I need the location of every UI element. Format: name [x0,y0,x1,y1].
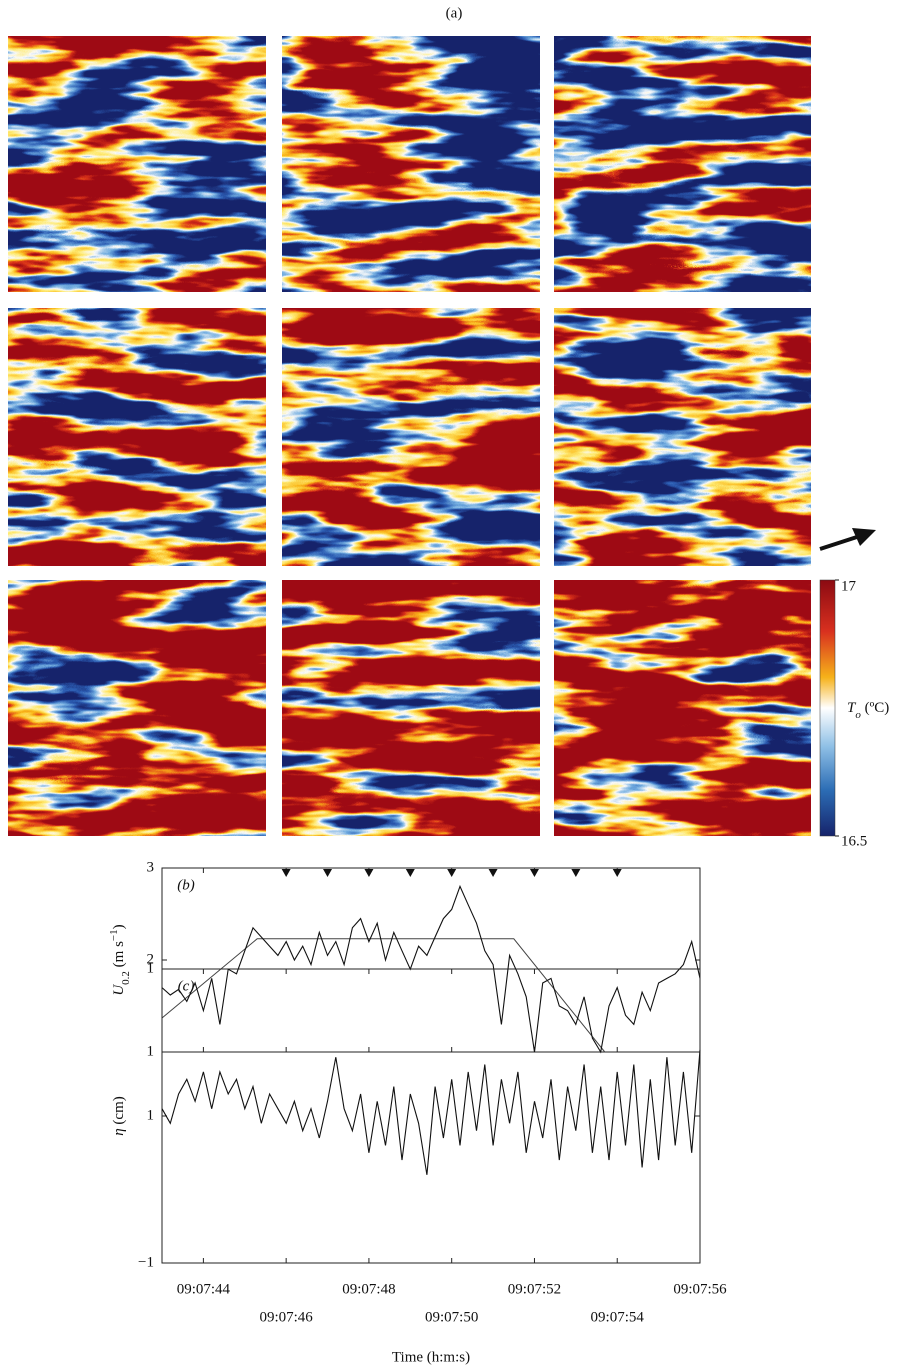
label-part: (cm) [111,1096,127,1128]
label-part: o [855,709,861,721]
x-tick-label: 09:07:54 [591,1309,645,1325]
data-line [161,884,701,1054]
frame-marker [529,869,539,877]
temperature-map [8,36,266,292]
temperature-map [8,580,266,836]
label-part: η [111,1128,127,1135]
data-line [161,1049,701,1175]
temperature-map [554,308,811,566]
temperature-map [554,36,811,292]
colorbar-tick-label: 17 [841,578,857,594]
frame-marker [612,869,622,877]
x-axis-label: Time (h:m:s) [392,1349,470,1365]
x-tick-label: 09:07:56 [673,1281,727,1297]
label-part: U [111,984,127,996]
y-axis-label: U0.2 (m s−1) [108,924,132,995]
frame-marker [364,869,374,877]
x-tick-label: 09:07:50 [425,1309,478,1325]
label-part: (m s [111,941,127,971]
plot-frame [161,867,701,1053]
label-part: ) [111,924,127,929]
frame-marker [571,869,581,877]
label-part: 0.2 [120,971,132,985]
colorbar-label: To (ºC) [847,700,889,720]
y-tick-label: 1 [147,1107,155,1123]
plot-frame [161,968,701,1264]
label-part: T [847,700,857,716]
temperature-map [554,580,811,836]
y-axis-label: η (cm) [111,1096,127,1136]
temperature-map [282,580,540,836]
panel-a-label: (a) [446,5,463,21]
panel-label: (b) [177,877,195,893]
temperature-map [282,308,540,566]
label-part: −1 [108,929,120,941]
colorbar-tick-label: 16.5 [841,833,867,849]
panel-label: (c) [178,978,195,994]
x-tick-label: 09:07:44 [177,1281,231,1297]
label-part: (ºC) [861,700,889,716]
flow-arrow [819,528,876,551]
y-tick-label: 1 [147,1043,155,1059]
frame-marker [281,869,291,877]
y-tick-label: 2 [147,951,155,967]
x-tick-label: 09:07:46 [259,1309,313,1325]
y-tick-label: −1 [138,1254,154,1270]
colorbar [819,579,836,837]
frame-marker [447,869,457,877]
y-tick-label: 1 [147,960,155,976]
frame-marker [405,869,415,877]
y-tick-label: 3 [147,859,155,875]
x-tick-label: 09:07:52 [508,1281,561,1297]
fit-line [161,938,606,1053]
temperature-map [282,36,540,292]
frame-marker [323,869,333,877]
temperature-map [8,308,266,566]
x-tick-label: 09:07:48 [342,1281,395,1297]
frame-marker [488,869,498,877]
